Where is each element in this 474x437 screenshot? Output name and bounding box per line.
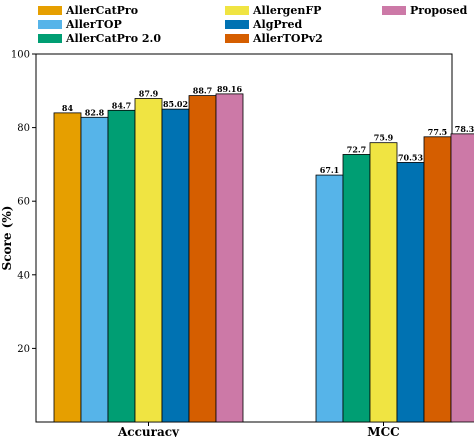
data-label: 70.53 <box>398 152 423 162</box>
legend-item-allergenfp: AllergenFP <box>225 4 321 17</box>
legend-label: AlgPred <box>252 18 302 31</box>
data-label: 84 <box>62 103 74 113</box>
bar-allercatpro-accuracy <box>53 112 82 423</box>
bar-allertopv2-accuracy <box>188 95 217 423</box>
bar-allertop-mcc <box>315 174 344 423</box>
bar-allertop-accuracy <box>80 116 109 423</box>
legend-item-algpred: AlgPred <box>225 18 302 31</box>
bar-allercatpro-2-0-mcc <box>342 154 371 423</box>
legend-swatch <box>38 34 62 43</box>
legend-swatch <box>382 6 406 15</box>
data-label: 77.5 <box>428 127 447 137</box>
y-tick-label: 80 <box>17 123 30 134</box>
legend-swatch <box>225 34 249 43</box>
data-label: 78.3 <box>455 124 474 134</box>
legend-item-allercatpro-2-0: AllerCatPro 2.0 <box>38 32 161 45</box>
y-axis: 20 40 60 80 100 <box>11 50 36 355</box>
y-tick-label: 20 <box>17 344 30 355</box>
data-label: 75.9 <box>374 133 394 143</box>
data-label: 82.8 <box>85 107 105 117</box>
data-label: 67.1 <box>320 165 339 175</box>
bar-allercatpro-2-0-accuracy <box>107 109 136 423</box>
bar-allergenfp-accuracy <box>134 98 163 423</box>
y-tick-label: 60 <box>17 197 30 208</box>
legend-item-allercatpro: AllerCatPro <box>38 4 138 17</box>
x-tick-label: Accuracy <box>117 425 180 437</box>
legend-swatch <box>225 6 249 15</box>
data-label: 89.16 <box>217 84 242 94</box>
legend-label: AllerCatPro <box>65 4 138 17</box>
bar-algpred-mcc <box>396 162 425 423</box>
legend-item-allertopv2: AllerTOPv2 <box>225 32 323 45</box>
legend-label: AllerTOPv2 <box>252 32 323 45</box>
legend-label: AllerCatPro 2.0 <box>65 32 161 45</box>
legend-label: Proposed <box>410 4 468 17</box>
data-label: 87.9 <box>139 89 159 99</box>
y-tick-label: 100 <box>11 50 30 61</box>
x-tick-label: MCC <box>367 425 399 437</box>
data-label: 72.7 <box>347 144 366 154</box>
bar-algpred-accuracy <box>161 108 190 423</box>
bar-allergenfp-mcc <box>369 142 398 423</box>
legend-label: AllergenFP <box>252 4 321 17</box>
x-axis: Accuracy MCC <box>117 422 400 437</box>
y-tick-label: 40 <box>17 270 30 281</box>
y-axis-label: Score (%) <box>0 206 14 271</box>
data-label: 85.02 <box>163 99 188 109</box>
legend-swatch <box>38 20 62 29</box>
data-label: 88.7 <box>193 86 212 96</box>
bar-allertopv2-mcc <box>423 136 452 423</box>
legend-label: AllerTOP <box>65 18 122 31</box>
bars: 84 82.8 84.7 87.9 85.02 88.7 89.16 67.1 72.7 75.9… <box>53 84 474 423</box>
bar-proposed-mcc <box>450 133 474 423</box>
legend-item-allertop: AllerTOP <box>38 18 122 31</box>
legend-swatch <box>225 20 249 29</box>
legend-item-proposed: Proposed <box>382 4 468 17</box>
legend-swatch <box>38 6 62 15</box>
data-label: 84.7 <box>112 100 131 110</box>
bar-proposed-accuracy <box>215 93 244 423</box>
